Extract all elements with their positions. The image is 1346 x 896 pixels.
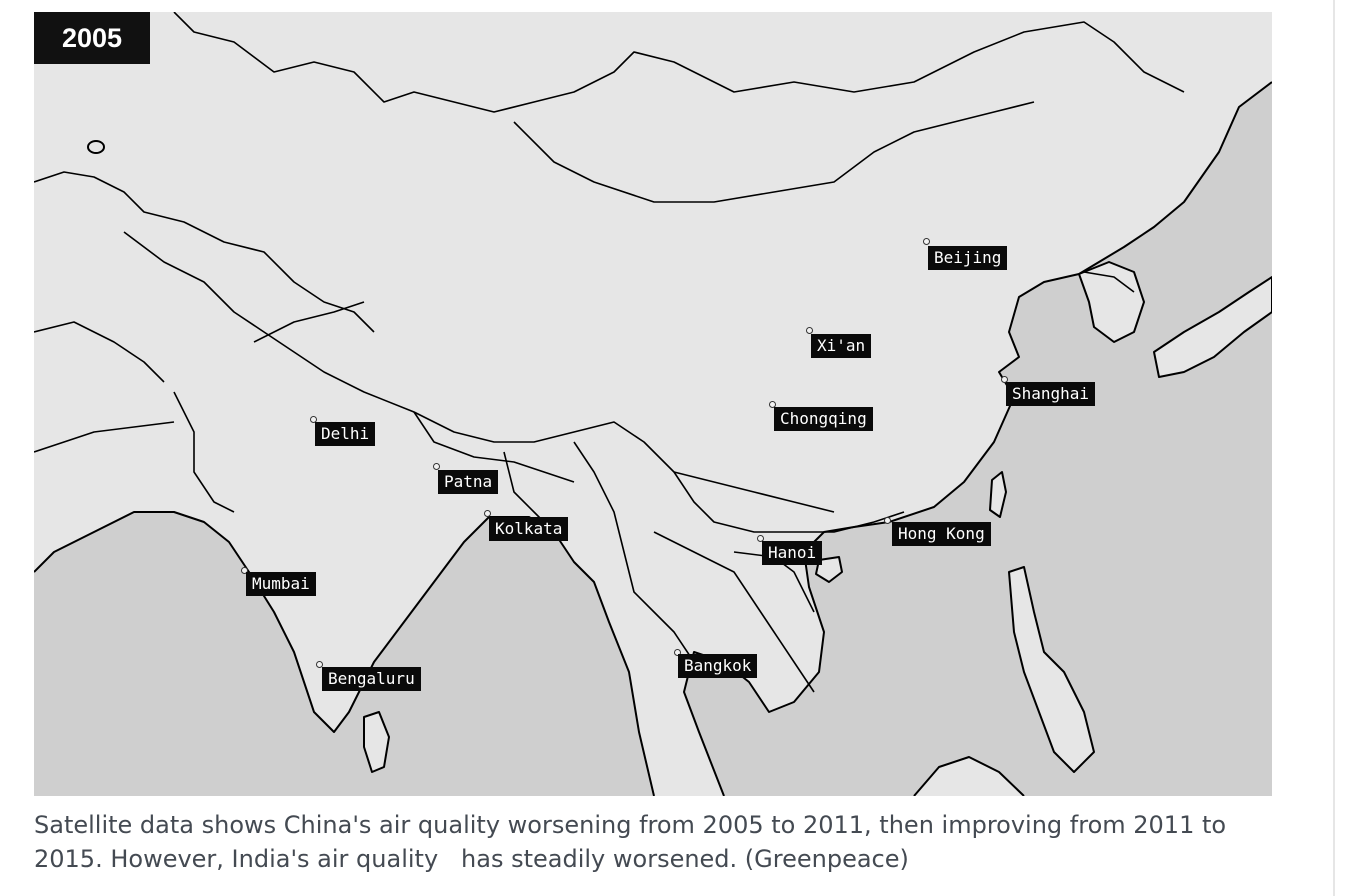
city-marker-dot (1001, 376, 1008, 383)
city-marker-dot (433, 463, 440, 470)
city-marker-dot (484, 510, 491, 517)
city-label: Xi'an (811, 334, 872, 358)
city-marker-dot (674, 649, 681, 656)
city-marker-dot (757, 535, 764, 542)
sri-lanka (364, 712, 389, 772)
city-label: Kolkata (489, 517, 569, 541)
map-canvas (34, 12, 1272, 796)
city-marker-dot (884, 517, 891, 524)
figure-caption: Satellite data shows China's air quality… (34, 811, 1227, 873)
city-marker-dot (316, 661, 323, 668)
year-badge: 2005 (34, 12, 150, 64)
city-label: Bangkok (678, 654, 758, 678)
asia-mainland (34, 12, 1272, 796)
city-marker-dot (923, 238, 930, 245)
city-label: Mumbai (246, 572, 316, 596)
city-label: Beijing (928, 246, 1008, 270)
city-marker-dot (769, 401, 776, 408)
city-label: Shanghai (1006, 382, 1096, 406)
city-label: Delhi (315, 422, 376, 446)
country-borders (34, 12, 1185, 693)
pollution-map-figure: 2005 Beijing Xi'an Shanghai Chongqing De… (34, 12, 1272, 796)
city-label: Chongqing (774, 407, 873, 431)
city-marker-dot (806, 327, 813, 334)
city-marker-dot (310, 416, 317, 423)
philippines (1009, 567, 1094, 772)
japan (1154, 277, 1272, 377)
city-label: Hong Kong (892, 522, 991, 546)
city-marker-dot (241, 567, 248, 574)
korea (1079, 262, 1144, 342)
city-label: Bengaluru (322, 667, 421, 691)
city-label: Patna (438, 470, 499, 494)
right-divider (1333, 0, 1335, 896)
city-label: Hanoi (762, 541, 823, 565)
